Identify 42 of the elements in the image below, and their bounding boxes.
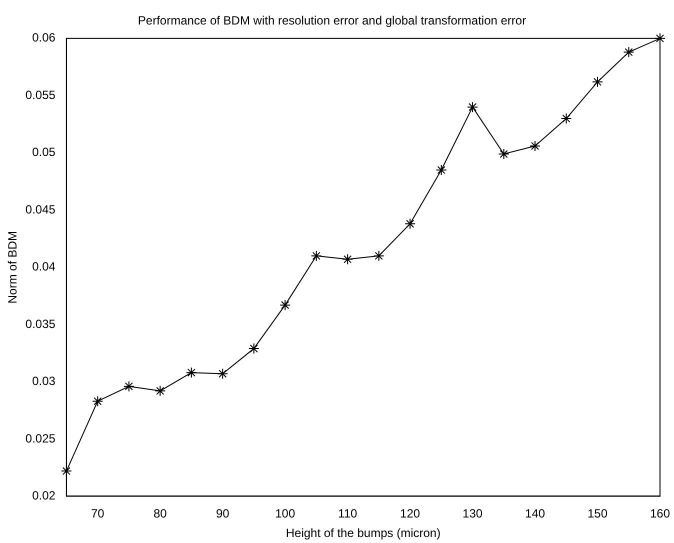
point (217, 368, 228, 380)
point (436, 164, 447, 176)
point (467, 102, 478, 113)
y-tick-label: 0.045 (25, 202, 56, 216)
y-tick-label: 0.03 (32, 374, 56, 388)
point (280, 300, 291, 311)
point (560, 113, 572, 124)
x-tick-label: 70 (90, 506, 105, 521)
x-tick-label: 140 (525, 506, 546, 521)
point (592, 76, 604, 88)
y-tick-label: 0.055 (25, 88, 56, 102)
point (92, 396, 104, 407)
chart-title: Performance of BDM with resolution error and global transformation error (138, 14, 526, 28)
x-tick-label: 90 (216, 506, 230, 521)
y-tick-label: 0.04 (32, 260, 56, 274)
x-axis-title: Height of the bumps (micron) (286, 526, 441, 540)
point (123, 380, 134, 392)
y-tick-label: 0.02 (32, 488, 56, 503)
point (373, 250, 384, 262)
y-tick-label: 0.025 (25, 431, 56, 446)
y-tick-label: 0.06 (32, 30, 56, 45)
y-tick-label: 0.05 (32, 145, 56, 160)
x-tick-label: 100 (275, 506, 296, 521)
point (654, 32, 666, 44)
x-tick-label: 160 (650, 506, 670, 521)
point (623, 46, 634, 58)
point (186, 367, 197, 378)
x-tick-label: 130 (462, 506, 483, 521)
point (342, 254, 354, 265)
point (310, 250, 322, 262)
point (498, 148, 510, 160)
x-tick-label: 150 (588, 506, 608, 521)
x-tick-label: 80 (153, 506, 168, 521)
point (60, 466, 72, 477)
point (248, 343, 260, 354)
point (530, 140, 541, 152)
x-tick-label: 110 (338, 506, 358, 521)
point (154, 385, 166, 396)
y-tick-label: 0.035 (25, 316, 56, 331)
x-tick-label: 120 (400, 506, 420, 521)
y-axis-title: Norm of BDM (6, 230, 20, 304)
point (404, 218, 416, 230)
